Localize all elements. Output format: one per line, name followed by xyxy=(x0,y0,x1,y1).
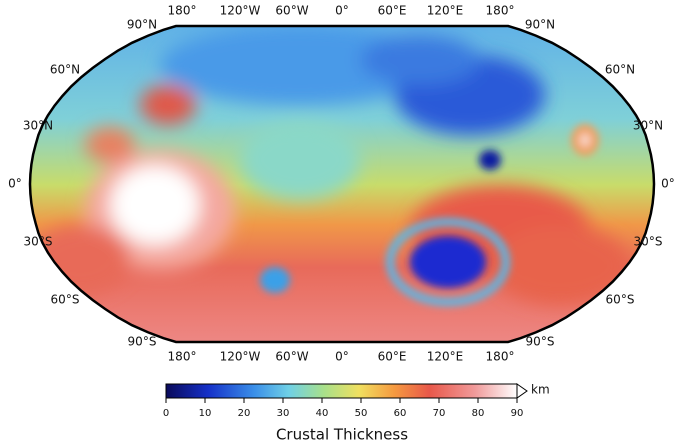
longitude-label: 180° xyxy=(486,4,515,18)
longitude-label: 120°W xyxy=(220,350,261,364)
latitude-label: 90°N xyxy=(525,18,555,32)
latitude-label: 90°S xyxy=(128,335,157,349)
longitude-label: 180° xyxy=(486,350,515,364)
colorbar-tick-label: 30 xyxy=(277,408,290,419)
colorbar-tick-label: 70 xyxy=(433,408,446,419)
colorbar xyxy=(165,383,518,399)
latitude-label: 0° xyxy=(661,177,675,191)
latitude-label: 90°N xyxy=(127,18,157,32)
longitude-label: 180° xyxy=(168,4,197,18)
latitude-label: 30°S xyxy=(24,235,53,249)
latitude-label: 90°S xyxy=(526,335,555,349)
longitude-label: 60°E xyxy=(378,4,407,18)
colorbar-tick-label: 0 xyxy=(163,408,169,419)
latitude-label: 30°S xyxy=(634,235,663,249)
colorbar-unit: km xyxy=(531,383,550,397)
latitude-label: 60°N xyxy=(605,63,635,77)
longitude-label: 0° xyxy=(335,350,349,364)
latitude-label: 0° xyxy=(8,177,22,191)
colorbar-tick-label: 80 xyxy=(472,408,485,419)
longitude-label: 120°E xyxy=(427,4,464,18)
colorbar-extension xyxy=(516,383,528,399)
longitude-label: 60°W xyxy=(275,350,308,364)
colorbar-tick-label: 20 xyxy=(238,408,251,419)
colorbar-tick-label: 50 xyxy=(355,408,368,419)
map-surface xyxy=(30,26,654,342)
latitude-label: 30°N xyxy=(633,119,663,133)
longitude-label: 0° xyxy=(335,4,349,18)
longitude-label: 120°W xyxy=(220,4,261,18)
colorbar-title: Crustal Thickness xyxy=(276,426,408,443)
longitude-label: 180° xyxy=(168,350,197,364)
colorbar-tick-label: 60 xyxy=(394,408,407,419)
colorbar-tick-label: 10 xyxy=(199,408,212,419)
longitude-label: 120°E xyxy=(427,350,464,364)
map-frame xyxy=(28,24,656,344)
latitude-label: 30°N xyxy=(23,119,53,133)
colorbar-tick-label: 40 xyxy=(316,408,329,419)
latitude-label: 60°N xyxy=(50,63,80,77)
longitude-label: 60°W xyxy=(275,4,308,18)
latitude-label: 60°S xyxy=(606,293,635,307)
latitude-label: 60°S xyxy=(51,293,80,307)
colorbar-tick-label: 90 xyxy=(511,408,524,419)
longitude-label: 60°E xyxy=(378,350,407,364)
